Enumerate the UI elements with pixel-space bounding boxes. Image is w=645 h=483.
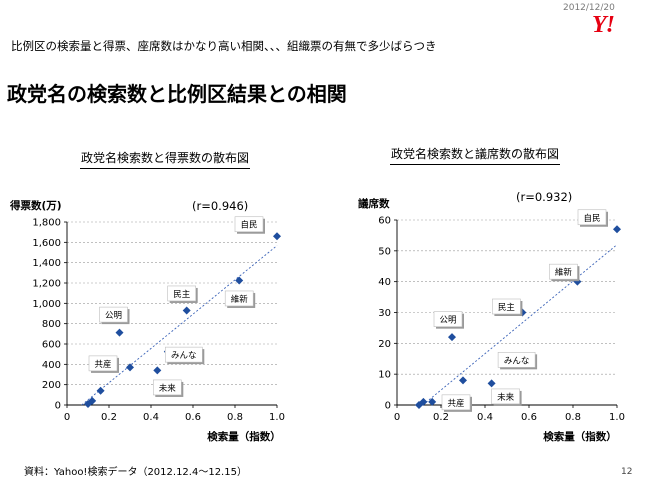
chart-1-point-label: 公明 — [105, 311, 122, 321]
chart-2-point-label: 未来 — [497, 392, 515, 403]
chart-1-point-label: みんな — [171, 351, 197, 361]
chart-2-x-tick-label: 0.2 — [433, 412, 449, 423]
chart-1-x-tick-label: 0 — [64, 412, 70, 423]
chart-1-y-axis-label: 得票数(万) — [9, 199, 62, 212]
chart-2-data-point — [415, 401, 423, 409]
chart-1-x-tick-label: 0.2 — [101, 412, 117, 423]
chart-2-data-point — [428, 397, 437, 406]
chart-1-y-tick-label: 400 — [42, 360, 61, 371]
chart-2-point-label: 民主 — [498, 302, 516, 313]
chart-2-y-tick-label: 50 — [378, 246, 391, 257]
chart-1-point-label: 自民 — [240, 220, 257, 231]
chart-1-point-label: 未来 — [159, 383, 177, 394]
chart-1-point-label-box — [99, 306, 128, 323]
yahoo-logo: Y! — [592, 12, 615, 38]
chart-2-correlation-annotation: (r=0.932) — [516, 190, 572, 204]
chart-2-x-axis-label: 検索量（指数） — [543, 430, 617, 443]
chart-2-point-label-box — [491, 388, 520, 405]
chart-1-x-tick-label: 0.4 — [143, 412, 159, 423]
chart-1-y-tick-label: 1,800 — [32, 218, 61, 229]
chart-2-title: 政党名検索数と議席数の散布図 — [390, 145, 561, 165]
chart-2-point-label: みんな — [504, 356, 530, 366]
chart-2-x-tick-label: 0.8 — [565, 412, 581, 423]
chart-2-point-label-box — [577, 209, 607, 226]
chart-2-point-label-box — [549, 263, 578, 280]
slide-title: 政党名の検索数と比例区結果との相関 — [7, 82, 347, 106]
chart-2-x-tick-label: 0.6 — [521, 412, 537, 423]
chart-1-y-tick-label: 200 — [42, 380, 61, 391]
page-number: 12 — [621, 467, 633, 477]
chart-1-data-point — [96, 386, 105, 395]
chart-1-data-point — [84, 399, 92, 408]
chart-2-y-tick-label: 30 — [378, 308, 391, 319]
chart-1-point-label-box — [167, 285, 196, 302]
chart-2-data-point — [613, 225, 621, 234]
chart-2-y-tick-label: 40 — [378, 277, 391, 288]
chart-2-point-label-box — [497, 352, 536, 368]
slide-date: 2012/12/20 — [563, 3, 615, 13]
chart-1-data-point — [115, 328, 124, 337]
chart-1-data-point — [153, 366, 162, 375]
chart-2-point-label: 自民 — [583, 213, 600, 224]
chart-1-correlation-annotation: (r=0.946) — [192, 199, 248, 213]
chart-1-point-label: 維新 — [231, 294, 249, 305]
chart-2-point-label: 共産 — [447, 398, 464, 409]
chart-1-y-tick-label: 600 — [42, 340, 61, 351]
chart-2-trend-line — [422, 244, 618, 406]
chart-1-x-tick-label: 0.8 — [227, 412, 243, 423]
chart-1-y-tick-label: 800 — [42, 319, 61, 330]
chart-1-y-tick-label: 1,000 — [32, 299, 61, 310]
chart-2-y-tick-label: 60 — [378, 216, 391, 227]
chart-2-point-label: 公明 — [439, 316, 456, 326]
chart-1-x-tick-label: 0.6 — [185, 412, 201, 423]
chart-1-y-tick-label: 1,400 — [32, 258, 61, 269]
chart-1-data-point — [273, 232, 281, 241]
chart-2-x-tick-label: 0.4 — [477, 412, 493, 423]
chart-2-y-tick-label: 0 — [385, 401, 391, 412]
chart-1-data-point — [126, 363, 134, 372]
slide-subtitle: 比例区の検索量と得票、座席数はかなり高い相関、、、組織票の有無で多少ばらつき — [11, 39, 437, 53]
source-note: 資料：Yahoo!検索データ（2012.12.4～12.15） — [24, 467, 247, 478]
chart-1-point-label-box — [224, 290, 254, 307]
chart-2-y-tick-label: 20 — [378, 339, 391, 350]
chart-1-data-point — [182, 306, 191, 315]
chart-1-point-label: 共産 — [94, 359, 111, 370]
chart-1-point-label-box — [234, 216, 264, 233]
chart-2-point-label-box — [441, 394, 471, 411]
chart-1-y-tick-label: 1,600 — [32, 238, 61, 249]
chart-1-data-point — [235, 276, 244, 285]
chart-2-data-point — [487, 379, 496, 388]
chart-2-x-tick-label: 0 — [394, 412, 400, 423]
chart-1-x-axis-label: 検索量（指数） — [207, 430, 281, 443]
chart-1-y-tick-label: 1,200 — [32, 279, 61, 290]
chart-1-title: 政党名検索数と得票数の散布図 — [80, 149, 251, 169]
chart-2-point-label: 維新 — [555, 267, 573, 278]
chart-1-point-label-box — [88, 355, 118, 372]
chart-1-x-tick-label: 1.0 — [269, 412, 285, 423]
chart-2-y-tick-label: 10 — [378, 370, 391, 381]
chart-2-y-axis-label: 議席数 — [358, 197, 390, 210]
chart-2-x-tick-label: 1.0 — [609, 412, 625, 423]
chart-2-data-point — [448, 333, 456, 342]
chart-1-point-label: 民主 — [173, 289, 191, 300]
chart-2-data-point — [459, 376, 467, 385]
chart-1-point-label-box — [165, 346, 203, 363]
chart-1-point-label-box — [153, 379, 182, 396]
chart-2-point-label-box — [492, 298, 521, 315]
chart-1-y-tick-label: 0 — [55, 401, 61, 412]
chart-2-point-label-box — [433, 311, 463, 327]
